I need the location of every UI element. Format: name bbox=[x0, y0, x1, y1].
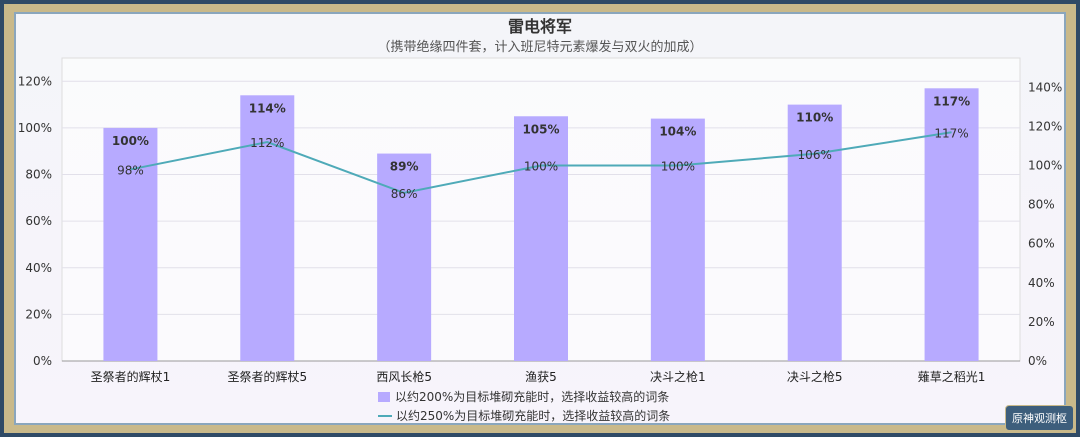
line-series bbox=[130, 131, 952, 194]
category-label: 薙草之稻光1 bbox=[918, 370, 986, 384]
right-tick-label: 60% bbox=[1028, 237, 1055, 251]
bar-data-label: 89% bbox=[390, 160, 419, 174]
chart-title: 雷电将军 bbox=[507, 17, 572, 36]
legend-line[interactable]: 以约250%为目标堆砌充能时，选择收益较高的词条 bbox=[378, 407, 670, 424]
legend-bar-swatch bbox=[378, 391, 390, 402]
legend-line-label: 以约250%为目标堆砌充能时，选择收益较高的词条 bbox=[396, 409, 671, 423]
left-tick-label: 120% bbox=[18, 74, 52, 88]
left-tick-label: 100% bbox=[18, 121, 52, 135]
left-tick-label: 40% bbox=[25, 261, 52, 275]
bar bbox=[377, 153, 432, 361]
line-data-label: 100% bbox=[524, 160, 558, 174]
bar bbox=[240, 95, 295, 362]
legend-bar[interactable]: 以约200%为目标堆砌充能时，选择收益较高的词条 bbox=[378, 388, 669, 405]
category-label: 决斗之枪5 bbox=[787, 369, 843, 384]
category-label: 圣祭者的辉杖1 bbox=[91, 369, 171, 384]
bar bbox=[514, 116, 568, 362]
right-tick-label: 20% bbox=[1028, 315, 1055, 329]
line-data-label: 86% bbox=[391, 187, 418, 201]
bar-data-label: 105% bbox=[522, 122, 559, 136]
left-tick-label: 0% bbox=[33, 354, 52, 368]
chart-subtitle: （携带绝缘四件套，计入班尼特元素爆发与双火的加成） bbox=[377, 40, 703, 55]
category-label: 渔获5 bbox=[525, 370, 557, 384]
legend-line-swatch bbox=[378, 414, 392, 417]
bar bbox=[650, 118, 705, 361]
bar bbox=[787, 104, 842, 361]
left-tick-label: 80% bbox=[25, 168, 52, 182]
line-data-label: 100% bbox=[661, 160, 695, 174]
bar-data-label: 117% bbox=[933, 94, 970, 108]
line-data-label: 112% bbox=[250, 136, 284, 150]
bar bbox=[924, 88, 979, 362]
line-data-label: 106% bbox=[798, 148, 832, 162]
legend-bar-label: 以约200%为目标堆砌充能时，选择收益较高的词条 bbox=[395, 390, 670, 404]
right-tick-label: 120% bbox=[1028, 119, 1062, 133]
right-tick-label: 80% bbox=[1028, 198, 1055, 212]
bar-data-label: 114% bbox=[249, 101, 286, 115]
bar-data-label: 100% bbox=[112, 134, 149, 148]
category-label: 圣祭者的辉杖5 bbox=[227, 369, 307, 384]
right-tick-label: 100% bbox=[1028, 159, 1062, 173]
watermark-logo: 原神观测枢 bbox=[1005, 405, 1074, 431]
bar-data-label: 104% bbox=[659, 125, 696, 139]
bar-data-label: 110% bbox=[796, 111, 833, 125]
category-label: 决斗之枪1 bbox=[650, 369, 706, 384]
right-tick-label: 140% bbox=[1028, 80, 1062, 94]
category-label: 西风长枪5 bbox=[376, 369, 432, 384]
right-tick-label: 40% bbox=[1028, 276, 1055, 290]
right-tick-label: 0% bbox=[1028, 354, 1047, 368]
line-data-label: 117% bbox=[934, 126, 968, 140]
line-data-label: 98% bbox=[117, 163, 144, 177]
left-tick-label: 20% bbox=[25, 307, 52, 321]
left-tick-label: 60% bbox=[25, 214, 52, 228]
